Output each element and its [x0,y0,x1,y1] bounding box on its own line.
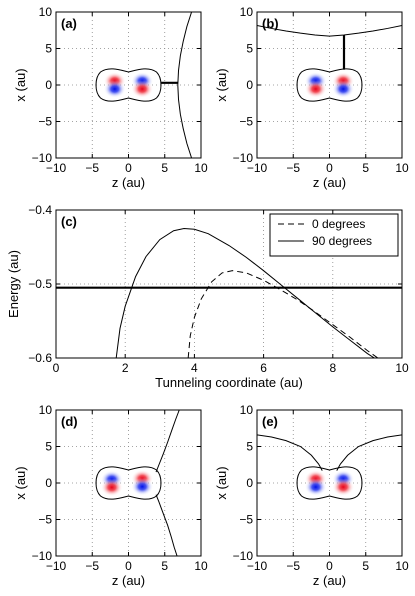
panel-4-label: (e) [262,414,278,429]
panel-0-label: (a) [61,16,77,31]
panel-4-xtick-label-4: 10 [395,559,409,573]
panel-3-barrier-curve-upper [155,410,180,473]
panel-0-ytick-label-1: −5 [38,115,52,129]
panel-2-legend-box [269,213,399,257]
panel-0-xtick-label-2: 0 [125,161,132,175]
panel-2-legend-label-0: 0 degrees [312,217,365,231]
panel-1-ytick-label-3: 5 [246,42,253,56]
panel-4-envelope [296,466,363,500]
panel-2-xtick-label-5: 10 [395,361,409,375]
panel-1-plot-area [257,25,402,102]
panel-3-xtick-label-3: 5 [161,559,168,573]
panel-1-barrier-curve [257,25,402,37]
panel-0-ytick-label-3: 5 [45,42,52,56]
panel-2-xlabel: Tunneling coordinate (au) [155,375,303,390]
panel-3-xlabel: z (au) [112,573,145,588]
panel-3-ytick-label-2: 0 [45,476,52,490]
panel-2-xtick-label-4: 8 [329,361,336,375]
panel-0-plot-area [95,12,193,158]
panel-3-xtick-label-0: −10 [46,559,67,573]
panel-1-ytick-label-0: −10 [233,151,254,165]
panel-4-barrier-curve-right [336,434,402,471]
panel-4-plot-area [257,434,402,500]
panel-3-lobe-3 [131,477,154,496]
panel-0-xtick-label-1: −5 [85,161,99,175]
panel-3-xtick-label-2: 0 [125,559,132,573]
panel-3-ylabel: x (au) [13,466,28,499]
panel-2: 0 2 4 6 8 10 −0.6 −0.5 −0.4 Tunneling coordinate … [6,203,409,390]
panel-0-lobe-1 [103,80,126,99]
panel-3-lobe-1 [100,478,123,497]
panel-0-xtick-label-3: 5 [161,161,168,175]
panel-2-ytick-label-1: −0.5 [28,277,52,291]
panel-1-ytick-label-2: 0 [246,78,253,92]
panel-4-xtick-label-3: 5 [362,559,369,573]
panel-2-legend-label-1: 90 degrees [312,234,372,248]
panel-2-ytick-label-0: −0.6 [28,351,52,365]
panel-1-ylabel: x (au) [214,68,229,101]
panel-4-ytick-label-3: 5 [246,440,253,454]
panel-1-xtick-label-0: −10 [247,161,268,175]
panel-4-ytick-label-0: −10 [233,549,254,563]
panel-0-xlabel: z (au) [112,175,145,190]
panel-4-barrier-curve-left [257,434,323,471]
panel-3-ytick-label-0: −10 [32,549,53,563]
panel-1-ytick-label-4: 10 [240,5,254,19]
panel-0-lobe-3 [131,80,154,99]
panel-4: −10 −5 0 5 10 −10 −5 0 5 10 z (au) x (au) (e) [214,403,409,588]
panel-1-xtick-label-1: −5 [286,161,300,175]
panel-2-xtick-label-2: 4 [191,361,198,375]
panel-4-ylabel: x (au) [214,466,229,499]
panel-2-plot-area [56,227,402,358]
panel-2-legend: 0 degrees 90 degrees [269,213,399,257]
panel-2-label: (c) [61,214,77,229]
panel-4-ytick-label-2: 0 [246,476,253,490]
panel-0-xtick-label-4: 10 [194,161,208,175]
panel-0-ytick-label-2: 0 [45,78,52,92]
panel-0-ylabel: x (au) [13,68,28,101]
panel-3-label: (d) [61,414,78,429]
panel-0: −10 −5 0 5 10 −10 −5 0 5 10 z (au) x (au) (a) [13,5,208,190]
panel-3-xtick-label-4: 10 [194,559,208,573]
panel-2-xtick-label-1: 2 [122,361,129,375]
panel-4-xtick-label-2: 0 [326,559,333,573]
panel-3-ytick-label-1: −5 [38,513,52,527]
panel-0-ytick-label-0: −10 [32,151,53,165]
panel-2-xtick-label-3: 6 [260,361,267,375]
panel-4-xlabel: z (au) [313,573,346,588]
panel-0-ytick-label-4: 10 [39,5,53,19]
panel-1-ytick-label-1: −5 [239,115,253,129]
panel-0-barrier-curve [177,12,193,158]
panel-2-ylabel: Energy (au) [6,250,21,318]
panel-3-ytick-label-4: 10 [39,403,53,417]
panel-1-xlabel: z (au) [313,175,346,190]
panel-1-lobe-1 [304,80,327,99]
panel-1-xtick-label-3: 5 [362,161,369,175]
panel-3-ytick-label-3: 5 [45,440,52,454]
panel-4-xtick-label-1: −5 [286,559,300,573]
panel-0-xtick-label-0: −10 [46,161,67,175]
panel-2-series-0 [187,270,379,358]
panel-4-ytick-label-4: 10 [240,403,254,417]
panel-2-xtick-label-0: 0 [53,361,60,375]
panel-1-envelope [296,68,363,102]
panel-3-barrier-curve-lower [155,494,178,556]
panel-3-xtick-label-1: −5 [85,559,99,573]
panel-1-xtick-label-2: 0 [326,161,333,175]
panel-4-lobe-1 [304,478,327,497]
panel-2-series-1 [115,227,375,358]
panel-3: −10 −5 0 5 10 −10 −5 0 5 10 z (au) x (au) (d) [13,403,208,588]
panel-3-plot-area [95,410,180,556]
panel-4-xtick-label-0: −10 [247,559,268,573]
panel-4-lobe-3 [332,478,355,497]
panel-4-ytick-label-1: −5 [239,513,253,527]
panel-1-lobe-3 [332,80,355,99]
panel-0-envelope [95,68,162,102]
panel-1-xtick-label-4: 10 [395,161,409,175]
panel-2-ytick-label-2: −0.4 [28,203,52,217]
